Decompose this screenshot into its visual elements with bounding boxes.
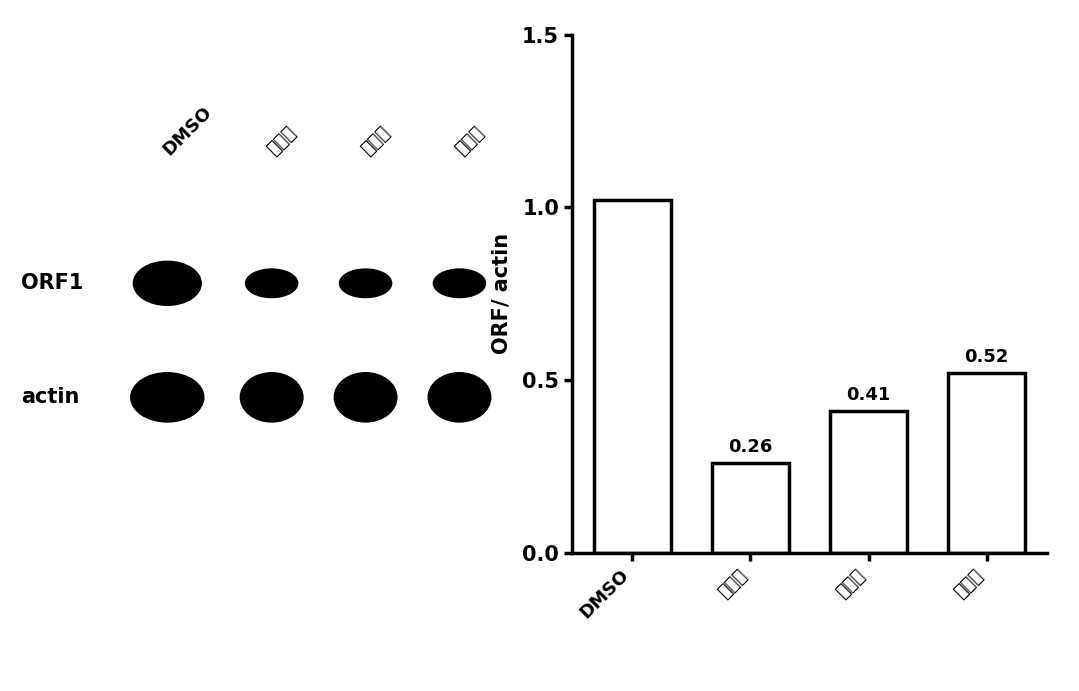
Text: DMSO: DMSO [160, 103, 216, 159]
Ellipse shape [428, 372, 491, 422]
Y-axis label: ORF/ actin: ORF/ actin [491, 233, 511, 354]
Ellipse shape [246, 269, 298, 298]
Bar [712, 463, 789, 553]
Bar [948, 373, 1025, 553]
Text: ORF1: ORF1 [22, 274, 83, 293]
Ellipse shape [131, 372, 204, 422]
Bar [593, 200, 671, 553]
Ellipse shape [241, 372, 303, 422]
Ellipse shape [334, 372, 397, 422]
Text: 轻孕醇: 轻孕醇 [264, 124, 300, 159]
Text: 芦荣素: 芦荣素 [452, 124, 488, 159]
Ellipse shape [134, 261, 201, 305]
Bar [830, 411, 907, 553]
Ellipse shape [340, 269, 392, 298]
Text: 0.52: 0.52 [965, 348, 1009, 366]
Ellipse shape [434, 269, 486, 298]
Text: actin: actin [22, 388, 80, 407]
Text: 妖雌醇: 妖雌醇 [358, 124, 394, 159]
Text: 0.26: 0.26 [728, 438, 773, 456]
Text: 0.41: 0.41 [846, 386, 891, 404]
